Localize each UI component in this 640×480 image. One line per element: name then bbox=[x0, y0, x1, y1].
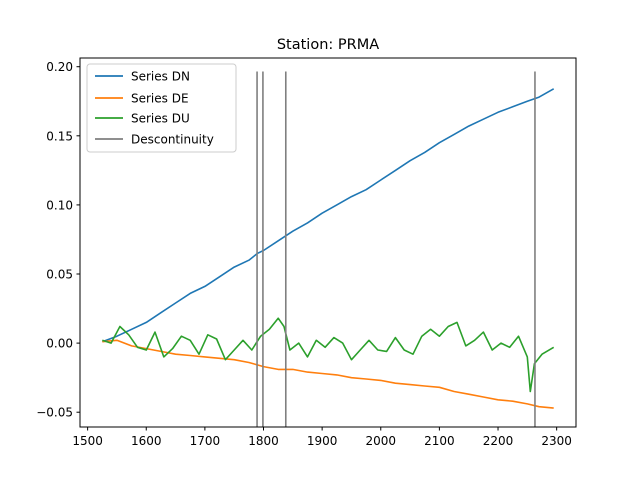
legend-label-series-de: Series DE bbox=[131, 92, 189, 106]
axes-frame bbox=[79, 57, 577, 428]
y-tick-label: 0.20 bbox=[46, 60, 73, 74]
y-tick-label: 0.15 bbox=[46, 129, 73, 143]
legend-label-descontinuity: Descontinuity bbox=[131, 133, 214, 147]
x-tick-label: 2300 bbox=[541, 434, 572, 448]
y-axis-ticks: −0.05 0.00 0.05 0.10 0.15 0.20 bbox=[36, 60, 80, 420]
y-tick-label: 0.00 bbox=[46, 337, 73, 351]
x-tick-label: 1500 bbox=[72, 434, 103, 448]
x-axis-ticks: 1500 1600 1700 1800 1900 2000 2100 2200 2300 bbox=[72, 427, 572, 448]
x-tick-label: 2200 bbox=[483, 434, 514, 448]
chart-title: Station: PRMA bbox=[277, 37, 379, 53]
x-tick-label: 2000 bbox=[365, 434, 396, 448]
y-tick-label: 0.05 bbox=[46, 268, 73, 282]
discontinuity-lines bbox=[256, 71, 536, 427]
x-tick-label: 1700 bbox=[190, 434, 221, 448]
series-line-series-dn bbox=[102, 88, 555, 343]
x-tick-label: 1900 bbox=[307, 434, 338, 448]
x-tick-label: 2100 bbox=[424, 434, 455, 448]
legend: Series DN Series DE Series DU Descontinu… bbox=[86, 63, 237, 153]
legend-label-series-dn: Series DN bbox=[131, 70, 190, 84]
y-tick-label: −0.05 bbox=[36, 406, 73, 420]
series-line-series-de bbox=[102, 339, 554, 409]
x-tick-label: 1800 bbox=[248, 434, 279, 448]
y-tick-label: 0.10 bbox=[46, 198, 73, 212]
series-line-series-du bbox=[102, 317, 555, 393]
legend-label-series-du: Series DU bbox=[131, 112, 190, 126]
legend-box bbox=[86, 63, 237, 153]
x-tick-label: 1600 bbox=[131, 434, 162, 448]
plot-lines bbox=[102, 88, 555, 409]
